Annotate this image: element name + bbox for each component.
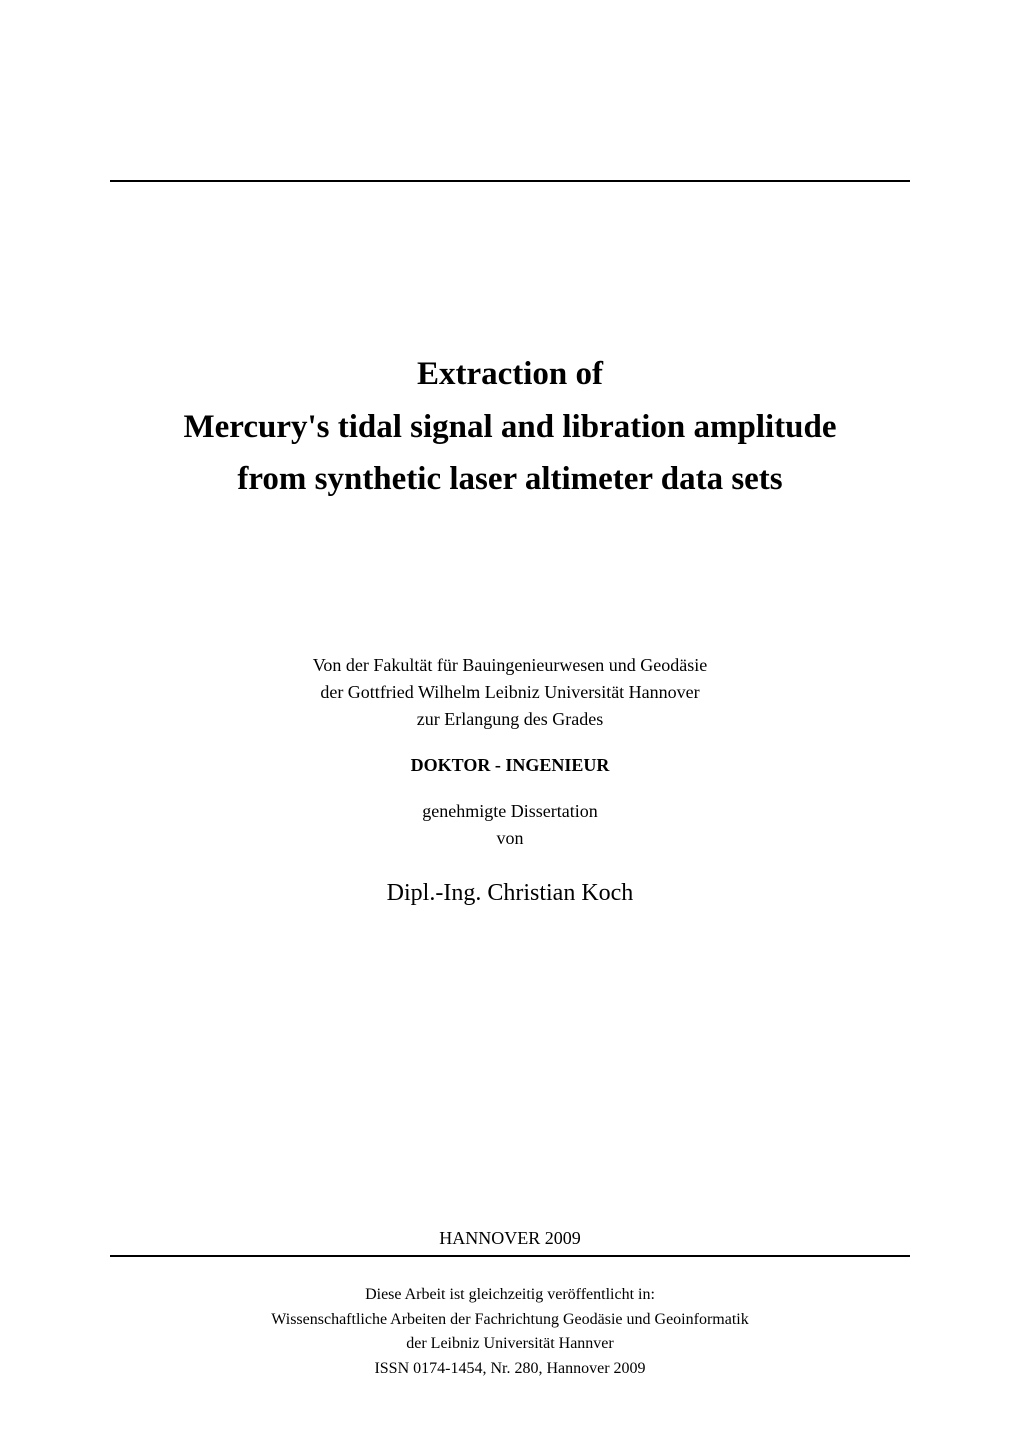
bottom-horizontal-rule xyxy=(110,1255,910,1257)
approval-statement: genehmigte Dissertation von xyxy=(110,798,910,852)
top-horizontal-rule xyxy=(110,180,910,182)
publication-line-3: der Leibniz Universität Hannver xyxy=(110,1332,910,1357)
publication-line-1: Diese Arbeit ist gleichzeitig veröffentl… xyxy=(110,1283,910,1308)
place-and-year: HANNOVER 2009 xyxy=(110,1228,910,1249)
faculty-line-3: zur Erlangung des Grades xyxy=(110,706,910,733)
title-line-2: Mercury's tidal signal and libration amp… xyxy=(110,405,910,450)
title-line-3: from synthetic laser altimeter data sets xyxy=(110,457,910,502)
dissertation-title: Extraction of Mercury's tidal signal and… xyxy=(110,352,910,652)
faculty-line-2: der Gottfried Wilhelm Leibniz Universitä… xyxy=(110,679,910,706)
approval-line-2: von xyxy=(110,825,910,852)
publication-note: Diese Arbeit ist gleichzeitig veröffentl… xyxy=(110,1283,910,1382)
title-line-1: Extraction of xyxy=(110,352,910,397)
approval-line-1: genehmigte Dissertation xyxy=(110,798,910,825)
faculty-statement: Von der Fakultät für Bauingenieurwesen u… xyxy=(110,652,910,733)
degree-title: DOKTOR - INGENIEUR xyxy=(110,755,910,776)
publication-line-4: ISSN 0174-1454, Nr. 280, Hannover 2009 xyxy=(110,1357,910,1382)
publication-line-2: Wissenschaftliche Arbeiten der Fachricht… xyxy=(110,1308,910,1333)
faculty-line-1: Von der Fakultät für Bauingenieurwesen u… xyxy=(110,652,910,679)
lower-section: HANNOVER 2009 Diese Arbeit ist gleichzei… xyxy=(110,1228,910,1382)
upper-section: Extraction of Mercury's tidal signal and… xyxy=(110,180,910,1157)
title-page: Extraction of Mercury's tidal signal and… xyxy=(110,180,910,1382)
author-name: Dipl.-Ing. Christian Koch xyxy=(110,880,910,907)
